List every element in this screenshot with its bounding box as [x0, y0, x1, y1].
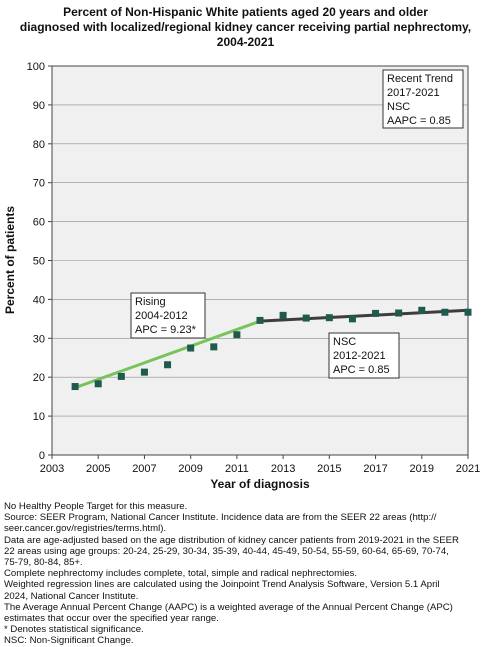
data-point — [441, 308, 449, 316]
x-tick-label: 2021 — [456, 463, 480, 475]
data-point — [302, 314, 310, 322]
chart-title: Percent of Non-Hispanic White patients a… — [10, 5, 481, 50]
y-tick-label: 100 — [27, 61, 45, 73]
y-tick-label: 10 — [33, 411, 45, 423]
x-tick-label: 2003 — [40, 463, 64, 475]
y-tick-label: 40 — [33, 294, 45, 306]
segment1-annotation: Rising 2004-2012 APC = 9.23* — [130, 292, 206, 339]
chart-title-line: diagnosed with localized/regional kidney… — [19, 20, 472, 34]
recent-trend-line: AAPC = 0.85 — [387, 115, 451, 127]
footnotes: No Healthy People Target for this measur… — [4, 501, 488, 647]
segment2-annotation: NSC 2012-2021 APC = 0.85 — [328, 332, 400, 379]
footnote-line: The Average Annual Percent Change (AAPC)… — [4, 601, 453, 613]
footnote-line: No Healthy People Target for this measur… — [4, 501, 188, 512]
x-tick-label: 2015 — [317, 463, 341, 475]
y-tick-label: 0 — [39, 450, 45, 462]
trend-segment-2 — [258, 308, 470, 323]
data-point — [71, 383, 79, 391]
data-point — [464, 308, 472, 316]
y-tick-label: 90 — [33, 100, 45, 112]
data-point — [348, 315, 356, 323]
segment2-annotation-line: NSC — [333, 336, 356, 348]
y-tick-label: 50 — [33, 256, 45, 268]
recent-trend-line: Recent Trend — [387, 73, 453, 85]
svg-text:Recent Trend 2017-2021: Recent Trend 2017-2021 NSC AAPC = 0.85 — [387, 73, 456, 127]
data-points — [71, 306, 472, 391]
data-point — [210, 343, 218, 351]
footnote-line: NSC: Non-Significant Change. — [4, 635, 134, 647]
chart-title-line: 2004-2021 — [216, 35, 275, 49]
data-point — [187, 344, 195, 352]
x-tick-label: 2007 — [132, 463, 156, 475]
footnote-line: seer.cancer.gov/registries/terms.html). — [4, 523, 167, 535]
footnote-line: Weighted regression lines are calculated… — [4, 579, 440, 591]
footnote-line: Complete nephrectomy includes complete, … — [4, 568, 358, 580]
trend-lines — [73, 308, 470, 390]
data-point — [372, 309, 380, 317]
x-tick-label: 2005 — [86, 463, 110, 475]
x-tick-label: 2017 — [363, 463, 387, 475]
svg-text:Rising 2004-2012 A: Rising 2004-2012 APC = 9.23* — [135, 296, 197, 336]
y-tick-label: 60 — [33, 217, 45, 229]
y-tick-label: 20 — [33, 372, 45, 384]
segment1-annotation-line: Rising — [135, 296, 166, 308]
data-point — [94, 380, 102, 388]
y-tick-label: 30 — [33, 333, 45, 345]
footnote-line: Source: SEER Program, National Cancer In… — [4, 512, 437, 524]
data-point — [325, 314, 333, 322]
footnote-line: 75-79, 80-84, 85+. — [4, 557, 83, 569]
y-axis-label: Percent of patients — [3, 206, 17, 314]
segment1-annotation-line: 2004-2012 — [135, 310, 188, 322]
footnote-line: 22 areas using age groups: 20-24, 25-29,… — [4, 545, 449, 557]
recent-trend-line: 2017-2021 — [387, 87, 440, 99]
footnote-line: estimates that occur over the specified … — [4, 613, 219, 625]
y-tick-label: 70 — [33, 178, 45, 190]
data-point — [164, 361, 172, 369]
data-point — [233, 331, 241, 339]
segment2-annotation-line: 2012-2021 — [333, 350, 386, 362]
y-tick-label: 80 — [33, 139, 45, 151]
data-point — [117, 372, 125, 380]
footnote-line: * Denotes statistical significance. — [4, 624, 144, 636]
data-point — [395, 309, 403, 317]
x-tick-label: 2011 — [225, 463, 249, 475]
recent-trend-line: NSC — [387, 101, 410, 113]
data-point — [140, 368, 148, 376]
trend-chart: 0 10 20 30 40 50 60 70 80 90 100 2003 2005 2007 2009 20… — [3, 61, 481, 491]
chart-title-line: Percent of Non-Hispanic White patients a… — [63, 5, 428, 19]
x-tick-label: 2019 — [410, 463, 434, 475]
x-tick-label: 2013 — [271, 463, 295, 475]
segment2-annotation-line: APC = 0.85 — [333, 364, 390, 376]
data-point — [279, 311, 287, 319]
recent-trend-box: Recent Trend 2017-2021 NSC AAPC = 0.85 — [382, 69, 464, 129]
x-axis-label: Year of diagnosis — [210, 477, 310, 491]
axes: 0 10 20 30 40 50 60 70 80 90 100 2003 2005 2007 2009 20… — [27, 61, 481, 475]
segment1-annotation-line: APC = 9.23* — [135, 324, 197, 336]
trend-segment-1 — [73, 319, 262, 390]
footnote-line: 2024, National Cancer Institute. — [4, 590, 139, 602]
svg-text:NSC 2012-2021 APC: NSC 2012-2021 APC = 0.85 — [333, 336, 390, 376]
footnote-line: Data are age-adjusted based on the age d… — [4, 534, 459, 546]
x-tick-label: 2009 — [178, 463, 202, 475]
data-point — [418, 306, 426, 314]
data-point — [256, 316, 264, 324]
